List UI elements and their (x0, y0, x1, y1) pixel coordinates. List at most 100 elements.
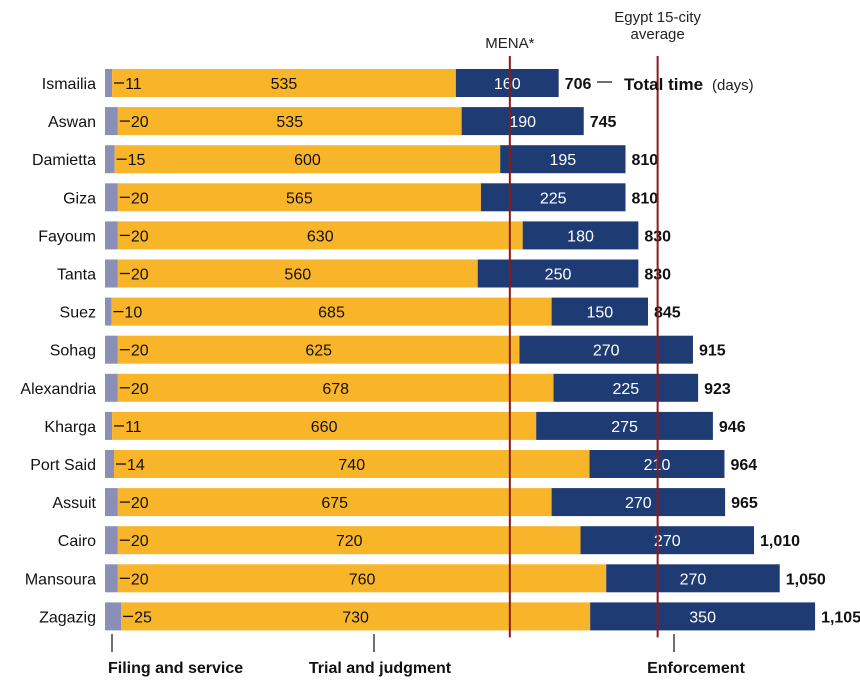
data-label-trial: 685 (318, 305, 345, 322)
bar-row: Giza 20 565 225 810 (63, 183, 658, 212)
data-label-enforcement: 195 (550, 152, 577, 169)
data-label-trial: 560 (284, 267, 311, 284)
data-label-enforcement: 225 (612, 381, 639, 398)
data-label-filing: 20 (131, 343, 149, 360)
data-label-trial: 730 (342, 609, 369, 626)
bar-enforcement (590, 602, 816, 631)
bar-trial (111, 297, 552, 326)
data-label-total: 1,105 (821, 609, 860, 626)
category-label: Fayoum (38, 228, 96, 245)
data-label-enforcement: 270 (593, 343, 620, 360)
bar-trial (117, 335, 520, 364)
bar-trial (117, 107, 462, 136)
data-label-filing: 20 (131, 381, 149, 398)
bar-trial (117, 564, 607, 593)
bar-row: Ismailia 11 535 160 706 (42, 69, 591, 97)
data-label-total: 1,050 (786, 571, 826, 588)
bar-trial (117, 526, 581, 555)
bar-trial (117, 259, 478, 288)
data-label-filing: 25 (134, 609, 152, 626)
data-label-filing: 20 (131, 495, 149, 512)
data-label-trial: 565 (286, 190, 313, 207)
bar-enforcement (519, 335, 693, 364)
data-label-trial: 660 (311, 419, 338, 436)
bar-enforcement (551, 297, 648, 326)
bar-row: Alexandria 20 678 225 923 (20, 373, 731, 402)
data-label-filing: 20 (131, 228, 149, 245)
data-label-filing: 15 (128, 152, 146, 169)
bar-row: Zagazig 25 730 350 1,105 (39, 602, 860, 631)
data-label-filing: 20 (131, 190, 149, 207)
bar-enforcement (551, 488, 726, 517)
category-label: Giza (63, 190, 96, 207)
data-label-enforcement: 350 (689, 609, 716, 626)
data-label-trial: 740 (338, 457, 365, 474)
category-label: Ismailia (42, 76, 96, 93)
category-label: Port Said (30, 457, 96, 474)
bar-filing (105, 488, 118, 517)
bar-trial (117, 488, 552, 517)
data-label-total: 946 (719, 419, 746, 436)
category-label: Damietta (32, 152, 96, 169)
data-label-enforcement: 180 (567, 228, 594, 245)
data-label-filing: 20 (131, 114, 149, 131)
bar-filing (105, 183, 118, 212)
bar-filing (105, 450, 114, 478)
bar-rows: Ismailia 11 535 160 706 Aswan 20 535 190 745 Damie… (20, 69, 860, 631)
bar-enforcement (606, 564, 780, 593)
total-time-note: Total time (days) (597, 75, 754, 94)
category-label: Aswan (48, 114, 96, 131)
bar-filing (105, 564, 118, 593)
data-label-total: 1,010 (760, 533, 800, 550)
legend-label: Enforcement (647, 660, 745, 677)
category-label: Zagazig (39, 609, 96, 626)
data-label-total: 923 (704, 381, 731, 398)
category-label: Sohag (50, 343, 96, 360)
bar-row: Tanta20560250830 (57, 259, 671, 288)
bar-trial (117, 183, 481, 212)
data-label-trial: 760 (349, 571, 376, 588)
data-label-enforcement: 160 (494, 76, 521, 93)
data-label-filing: 10 (124, 305, 142, 322)
bar-trial (112, 411, 537, 440)
data-label-enforcement: 150 (586, 305, 613, 322)
bar-enforcement (455, 69, 559, 97)
bar-enforcement (461, 107, 584, 136)
data-label-enforcement: 250 (545, 267, 572, 284)
reference-line-label: MENA* (485, 35, 534, 52)
data-label-total: 965 (731, 495, 758, 512)
bar-row: Damietta 15 600 195 810 (32, 145, 659, 174)
reference-line-label: average (631, 26, 685, 43)
bar-enforcement (480, 183, 626, 212)
data-label-trial: 535 (276, 114, 303, 131)
data-label-trial: 675 (321, 495, 348, 512)
bar-filing (105, 411, 113, 440)
bar-filing (105, 221, 118, 250)
data-label-filing: 14 (127, 457, 145, 474)
legend: Filing and service Trial and judgment Enfo… (108, 634, 746, 677)
bar-filing (105, 259, 118, 288)
category-label: Mansoura (25, 571, 96, 588)
bar-filing (105, 145, 115, 174)
data-label-total: 810 (632, 152, 659, 169)
data-label-filing: 20 (131, 267, 149, 284)
category-label: Tanta (57, 267, 96, 284)
bar-row: Sohag 20 625 270 915 (50, 335, 726, 364)
bar-trial (117, 221, 523, 250)
data-label-enforcement: 270 (680, 571, 707, 588)
bar-enforcement (522, 221, 639, 250)
data-label-enforcement: 270 (625, 495, 652, 512)
data-label-enforcement: 225 (540, 190, 567, 207)
data-label-trial: 678 (322, 381, 349, 398)
bar-row: Fayoum20630180830 (38, 221, 671, 250)
data-label-trial: 625 (305, 343, 332, 360)
legend-label: Filing and service (108, 660, 243, 677)
reference-line-label: Egypt 15-city (614, 9, 701, 26)
data-label-filing: 11 (125, 76, 142, 93)
bar-row: Mansoura 20 760 270 1,050 (25, 564, 826, 593)
bar-enforcement (500, 145, 626, 174)
bar-row: Kharga 11 660 275 946 (44, 411, 746, 440)
bar-filing (105, 526, 118, 555)
data-label-trial: 720 (336, 533, 363, 550)
data-label-trial: 630 (307, 228, 334, 245)
